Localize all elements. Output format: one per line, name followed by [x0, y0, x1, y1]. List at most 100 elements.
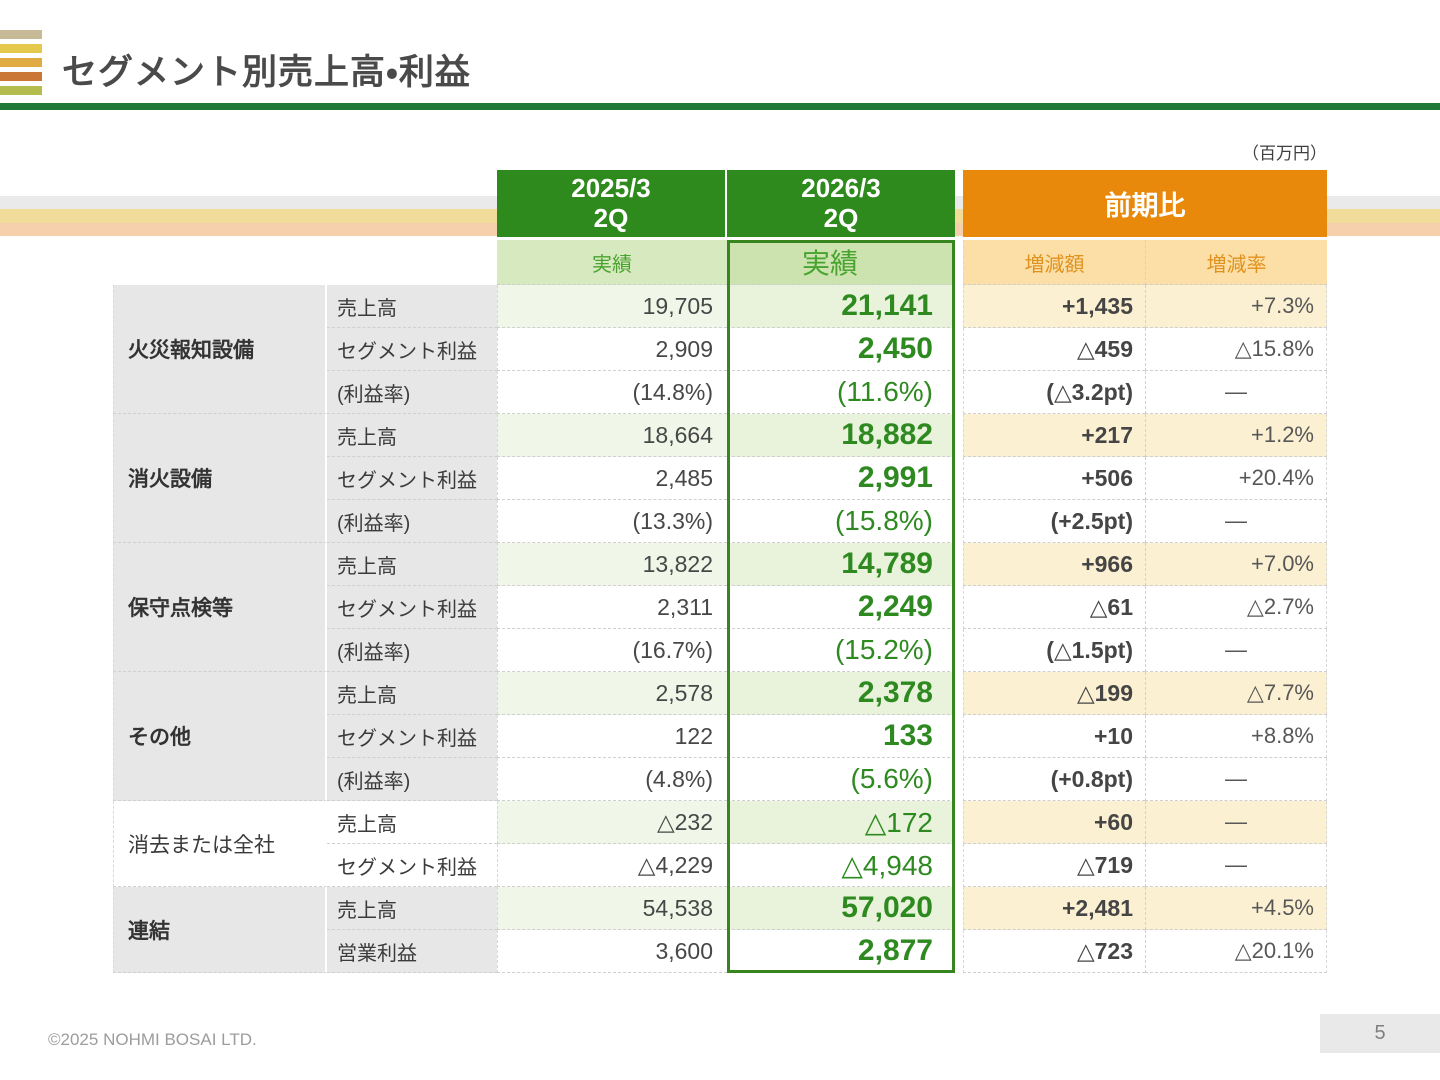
prev-value-cell: 122: [497, 715, 727, 758]
metric-label-cell: 売上高: [327, 414, 497, 457]
curr-value-cell: △172: [727, 801, 955, 844]
yoy-rate-cell: —: [1145, 371, 1327, 414]
column-header-yoy: 前期比: [963, 170, 1327, 240]
prev-value-cell: (13.3%): [497, 500, 727, 543]
prev-value-cell: 19,705: [497, 285, 727, 328]
yoy-amount-cell: +10: [963, 715, 1145, 758]
yoy-amount-cell: △723: [963, 930, 1145, 973]
curr-value-cell: (11.6%): [727, 371, 955, 414]
prev-value-cell: 2,485: [497, 457, 727, 500]
prev-period-quarter: 2Q: [593, 202, 629, 233]
prev-value-cell: (4.8%): [497, 758, 727, 801]
yoy-rate-cell: —: [1145, 758, 1327, 801]
metric-label-cell: セグメント利益: [327, 457, 497, 500]
column-header-curr-period: 2026/3 2Q: [727, 170, 955, 240]
curr-value-cell: (15.8%): [727, 500, 955, 543]
metric-label-cell: 営業利益: [327, 930, 497, 973]
yoy-rate-cell: △7.7%: [1145, 672, 1327, 715]
prev-value-cell: △4,229: [497, 844, 727, 887]
subheader-yoy-amount: 増減額: [963, 240, 1145, 285]
prev-value-cell: (14.8%): [497, 371, 727, 414]
yoy-rate-cell: +20.4%: [1145, 457, 1327, 500]
prev-value-cell: (16.7%): [497, 629, 727, 672]
metric-label-cell: (利益率): [327, 500, 497, 543]
yoy-amount-cell: +217: [963, 414, 1145, 457]
prev-value-cell: 3,600: [497, 930, 727, 973]
subheader-curr-actual: 実績: [727, 240, 955, 285]
curr-value-cell: 2,450: [727, 328, 955, 371]
yoy-rate-cell: △2.7%: [1145, 586, 1327, 629]
yoy-amount-cell: +2,481: [963, 887, 1145, 930]
yoy-rate-cell: △20.1%: [1145, 930, 1327, 973]
yoy-rate-cell: +8.8%: [1145, 715, 1327, 758]
page-number-badge: 5: [1320, 1014, 1440, 1053]
metric-label-cell: 売上高: [327, 887, 497, 930]
metric-label-cell: (利益率): [327, 371, 497, 414]
prev-value-cell: 18,664: [497, 414, 727, 457]
yoy-rate-cell: —: [1145, 801, 1327, 844]
segment-cell: 連結: [113, 887, 327, 973]
metric-label-cell: 売上高: [327, 672, 497, 715]
curr-value-cell: 2,991: [727, 457, 955, 500]
yoy-rate-cell: —: [1145, 629, 1327, 672]
yoy-amount-cell: △719: [963, 844, 1145, 887]
logo-stripes-icon: [0, 72, 42, 81]
table-corner-spacer: [113, 170, 497, 285]
metric-label-cell: (利益率): [327, 629, 497, 672]
yoy-rate-cell: —: [1145, 500, 1327, 543]
metric-label-cell: (利益率): [327, 758, 497, 801]
logo-stripes-icon: [0, 30, 42, 39]
segment-results-table: 2025/3 2Q 2026/3 2Q 実績 実績 火災報知設備 売上高 19,70…: [113, 170, 955, 973]
metric-label-cell: 売上高: [327, 801, 497, 844]
subheader-prev-actual: 実績: [497, 240, 727, 285]
logo-stripes-icon: [0, 86, 42, 95]
metric-label-cell: セグメント利益: [327, 328, 497, 371]
metric-label-cell: セグメント利益: [327, 715, 497, 758]
curr-value-cell: △4,948: [727, 844, 955, 887]
page-number: 5: [1374, 1022, 1386, 1044]
curr-value-cell: 18,882: [727, 414, 955, 457]
curr-value-cell: (5.6%): [727, 758, 955, 801]
yoy-amount-cell: +506: [963, 457, 1145, 500]
yoy-amount-cell: +966: [963, 543, 1145, 586]
yoy-amount-cell: (△1.5pt): [963, 629, 1145, 672]
prev-period-year: 2025/3: [571, 172, 651, 203]
metric-label-cell: セグメント利益: [327, 586, 497, 629]
curr-value-cell: (15.2%): [727, 629, 955, 672]
curr-value-cell: 57,020: [727, 887, 955, 930]
curr-period-quarter: 2Q: [823, 202, 859, 233]
curr-value-cell: 21,141: [727, 285, 955, 328]
curr-value-cell: 133: [727, 715, 955, 758]
metric-label-cell: 売上高: [327, 285, 497, 328]
yoy-amount-cell: (△3.2pt): [963, 371, 1145, 414]
column-header-prev-period: 2025/3 2Q: [497, 170, 727, 240]
yoy-amount-cell: △61: [963, 586, 1145, 629]
yoy-amount-cell: △459: [963, 328, 1145, 371]
title-divider: [0, 103, 1440, 110]
yoy-amount-cell: (+0.8pt): [963, 758, 1145, 801]
yoy-amount-cell: (+2.5pt): [963, 500, 1145, 543]
unit-note: （百万円）: [1242, 144, 1327, 163]
yoy-comparison-table: 前期比 増減額 増減率 +1,435 +7.3% △459 △15.8% (△3.2pt…: [963, 170, 1327, 973]
yoy-rate-cell: △15.8%: [1145, 328, 1327, 371]
prev-value-cell: 54,538: [497, 887, 727, 930]
prev-value-cell: 2,909: [497, 328, 727, 371]
page-title: セグメント別売上高・利益: [62, 53, 471, 92]
subheader-yoy-rate: 増減率: [1145, 240, 1327, 285]
yoy-rate-cell: —: [1145, 844, 1327, 887]
metric-label-cell: 売上高: [327, 543, 497, 586]
copyright-note: ©2025 NOHMI BOSAI LTD.: [48, 1030, 257, 1049]
segment-cell: 火災報知設備: [113, 285, 327, 414]
prev-value-cell: 2,578: [497, 672, 727, 715]
segment-cell: 消火設備: [113, 414, 327, 543]
yoy-rate-cell: +7.3%: [1145, 285, 1327, 328]
curr-period-year: 2026/3: [801, 172, 881, 203]
segment-cell: 保守点検等: [113, 543, 327, 672]
yoy-rate-cell: +7.0%: [1145, 543, 1327, 586]
segment-cell: 消去または全社: [113, 801, 327, 887]
logo-stripes-icon: [0, 58, 42, 67]
segment-cell: その他: [113, 672, 327, 801]
yoy-rate-cell: +1.2%: [1145, 414, 1327, 457]
yoy-amount-cell: △199: [963, 672, 1145, 715]
